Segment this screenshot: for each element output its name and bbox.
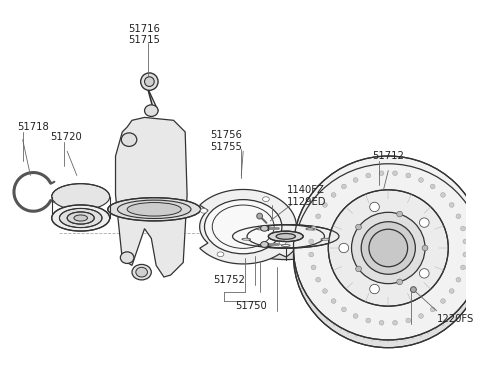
Ellipse shape (268, 231, 303, 242)
Ellipse shape (419, 314, 423, 318)
Ellipse shape (127, 202, 181, 216)
Text: 1140FZ
1129ED: 1140FZ 1129ED (287, 185, 326, 207)
Ellipse shape (309, 239, 313, 244)
Ellipse shape (441, 193, 445, 197)
Text: 51718: 51718 (17, 122, 48, 132)
Ellipse shape (247, 225, 324, 248)
Ellipse shape (242, 238, 251, 240)
Ellipse shape (261, 225, 268, 231)
Ellipse shape (331, 193, 336, 197)
Ellipse shape (121, 133, 137, 146)
Text: 51712: 51712 (372, 151, 404, 161)
Ellipse shape (441, 299, 445, 303)
Ellipse shape (67, 212, 94, 224)
Ellipse shape (263, 197, 269, 202)
Ellipse shape (281, 245, 290, 247)
Ellipse shape (430, 307, 435, 312)
Text: 51756
51755: 51756 51755 (210, 130, 242, 152)
Ellipse shape (74, 215, 87, 221)
Ellipse shape (366, 173, 371, 178)
Ellipse shape (311, 226, 316, 231)
Ellipse shape (430, 184, 435, 189)
Ellipse shape (201, 208, 207, 213)
Ellipse shape (257, 228, 265, 230)
Polygon shape (200, 190, 303, 264)
Ellipse shape (379, 320, 384, 325)
Ellipse shape (393, 171, 397, 176)
Ellipse shape (141, 73, 158, 90)
Ellipse shape (232, 225, 339, 248)
Ellipse shape (369, 229, 408, 267)
Ellipse shape (449, 202, 454, 207)
Ellipse shape (257, 213, 263, 219)
Text: 51720: 51720 (50, 132, 82, 142)
Ellipse shape (353, 178, 358, 182)
Ellipse shape (361, 222, 415, 274)
Ellipse shape (339, 243, 348, 253)
Ellipse shape (370, 202, 379, 211)
Ellipse shape (379, 171, 384, 176)
Ellipse shape (306, 228, 314, 230)
Ellipse shape (247, 236, 324, 260)
Ellipse shape (370, 284, 379, 294)
Ellipse shape (311, 265, 316, 270)
Ellipse shape (420, 218, 429, 227)
Ellipse shape (397, 279, 403, 285)
Ellipse shape (449, 289, 454, 293)
Ellipse shape (422, 245, 428, 251)
Ellipse shape (456, 277, 461, 282)
Ellipse shape (341, 184, 346, 189)
Ellipse shape (321, 238, 330, 240)
Ellipse shape (366, 318, 371, 323)
Ellipse shape (410, 287, 416, 293)
Text: 51716
51715: 51716 51715 (129, 24, 160, 45)
Ellipse shape (393, 320, 397, 325)
Ellipse shape (461, 226, 466, 231)
Polygon shape (116, 117, 187, 277)
Ellipse shape (309, 252, 313, 257)
Ellipse shape (261, 242, 268, 247)
Ellipse shape (276, 233, 295, 239)
Text: 1220FS: 1220FS (437, 314, 474, 324)
Text: 51752: 51752 (213, 275, 245, 285)
Ellipse shape (118, 200, 191, 219)
Ellipse shape (323, 289, 327, 293)
Ellipse shape (456, 214, 461, 219)
Ellipse shape (136, 267, 147, 277)
Ellipse shape (419, 178, 423, 182)
Ellipse shape (463, 239, 468, 244)
Ellipse shape (351, 212, 425, 284)
Ellipse shape (463, 252, 468, 257)
Ellipse shape (293, 164, 480, 348)
Ellipse shape (461, 265, 466, 270)
Ellipse shape (316, 214, 321, 219)
Ellipse shape (420, 269, 429, 278)
Ellipse shape (144, 77, 154, 86)
Ellipse shape (331, 299, 336, 303)
Ellipse shape (323, 202, 327, 207)
Ellipse shape (217, 252, 224, 257)
Ellipse shape (108, 198, 201, 221)
Ellipse shape (52, 205, 110, 231)
Ellipse shape (356, 266, 361, 272)
Ellipse shape (356, 224, 361, 230)
Ellipse shape (52, 184, 110, 210)
Ellipse shape (328, 190, 448, 306)
Ellipse shape (406, 318, 411, 323)
Ellipse shape (120, 252, 134, 264)
Ellipse shape (132, 264, 151, 280)
Ellipse shape (316, 277, 321, 282)
Text: 51750: 51750 (235, 301, 267, 311)
Ellipse shape (60, 208, 102, 228)
Ellipse shape (204, 200, 282, 254)
Ellipse shape (353, 314, 358, 318)
Ellipse shape (293, 156, 480, 340)
Ellipse shape (279, 240, 286, 245)
Ellipse shape (397, 211, 403, 217)
Ellipse shape (341, 307, 346, 312)
Ellipse shape (406, 173, 411, 178)
Ellipse shape (144, 105, 158, 116)
